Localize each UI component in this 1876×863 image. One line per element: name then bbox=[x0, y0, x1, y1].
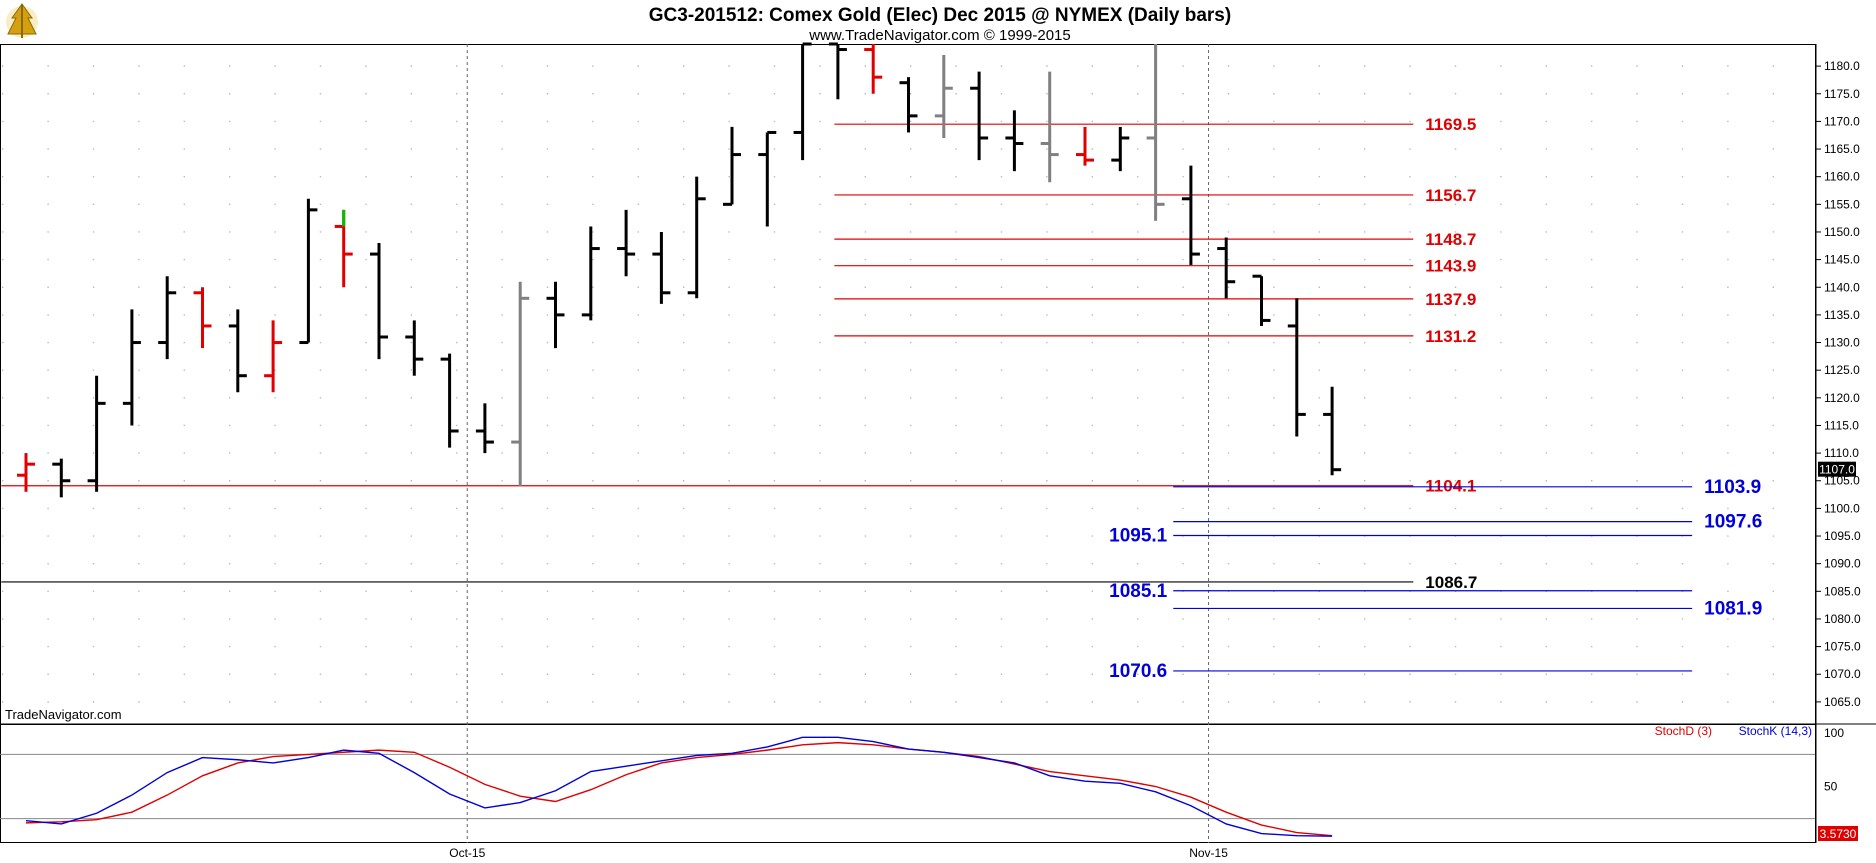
chart-subtitle: www.TradeNavigator.com © 1999-2015 bbox=[808, 27, 1070, 44]
ohlc-bar bbox=[1217, 237, 1236, 299]
y-tick-label: 1140.0 bbox=[1824, 280, 1860, 294]
y-tick-label: 1110.0 bbox=[1824, 446, 1859, 460]
ohlc-bar bbox=[617, 209, 636, 277]
y-tick-label: 1145.0 bbox=[1824, 253, 1860, 267]
ohlc-bar bbox=[1146, 44, 1165, 221]
level-label: 1156.7 bbox=[1425, 186, 1476, 205]
level-label: 1103.9 bbox=[1704, 477, 1761, 498]
ohlc-bar bbox=[17, 453, 35, 492]
ohlc-bar bbox=[581, 226, 600, 321]
ohlc-bar bbox=[158, 276, 177, 360]
y-tick-label: 1070.0 bbox=[1824, 667, 1861, 681]
ohlc-bar bbox=[440, 353, 459, 448]
ohlc-bar bbox=[970, 71, 989, 161]
ohlc-bar bbox=[828, 42, 847, 100]
x-tick-label: Nov-15 bbox=[1189, 846, 1228, 860]
ohlc-bar bbox=[723, 126, 741, 206]
y-tick-label: 1100.0 bbox=[1824, 501, 1860, 515]
watermark: TradeNavigator.com bbox=[5, 707, 122, 722]
ohlc-bar bbox=[934, 55, 953, 138]
ohlc-bar bbox=[511, 281, 530, 487]
x-tick-label: Oct-15 bbox=[449, 846, 485, 860]
y-tick-label: 1120.0 bbox=[1824, 391, 1860, 405]
y-tick-label: 1150.0 bbox=[1824, 225, 1860, 239]
ohlc-bar bbox=[758, 130, 777, 227]
y-tick-label: 1065.0 bbox=[1824, 695, 1861, 709]
ohlc-bar bbox=[122, 309, 141, 426]
ohlc-bar bbox=[1323, 386, 1342, 476]
y-tick-label: 1075.0 bbox=[1824, 640, 1861, 654]
ohlc-bar bbox=[546, 281, 565, 349]
ohlc-bar bbox=[899, 77, 918, 133]
ohlc-bar bbox=[405, 320, 424, 376]
stochd-line bbox=[25, 741, 1333, 837]
logo-icon bbox=[6, 3, 38, 38]
ohlc-bar bbox=[264, 320, 283, 393]
stochastic-panel-frame bbox=[0, 724, 1816, 843]
ohlc-bar bbox=[1111, 126, 1130, 172]
ohlc-bar bbox=[793, 42, 812, 161]
y-tick-label: 1095.0 bbox=[1824, 529, 1861, 543]
stochastic-last-value: 3.5730 bbox=[1820, 827, 1857, 841]
ohlc-bar bbox=[87, 375, 106, 492]
ohlc-bar bbox=[228, 309, 247, 393]
stochastic-last-value-badge: 3.5730 bbox=[1818, 826, 1858, 841]
stochk-line bbox=[25, 736, 1333, 837]
ohlc-bar bbox=[1287, 298, 1306, 437]
level-label: 1104.1 bbox=[1425, 477, 1476, 496]
y-tick-label: 1085.0 bbox=[1824, 584, 1861, 598]
y-tick-label: 1155.0 bbox=[1824, 197, 1860, 211]
price-axis: 1065.0 1070.0 1075.0 1080.0 1085.0 1090.0 1095… bbox=[1816, 59, 1861, 709]
ohlc-bar bbox=[475, 403, 494, 454]
level-label: 1070.6 bbox=[1109, 661, 1167, 682]
month-separators bbox=[466, 44, 1210, 843]
level-label: 1081.9 bbox=[1704, 598, 1762, 619]
ohlc-bar bbox=[687, 176, 706, 299]
ohlc-bar bbox=[1076, 126, 1094, 166]
ohlc-bar bbox=[864, 44, 883, 94]
ohlc-bar bbox=[52, 458, 71, 498]
level-label: 1137.9 bbox=[1425, 290, 1476, 309]
level-label: 1085.1 bbox=[1109, 581, 1168, 602]
y-tick-label: 1170.0 bbox=[1824, 114, 1860, 128]
level-label: 1086.7 bbox=[1425, 573, 1477, 592]
y-tick-label: 1160.0 bbox=[1824, 170, 1860, 184]
y-tick-label: 1165.0 bbox=[1824, 142, 1860, 156]
y-tick-label: 1180.0 bbox=[1824, 59, 1860, 73]
stochd-legend: StochD (3) bbox=[1655, 724, 1712, 738]
level-label: 1143.9 bbox=[1425, 257, 1476, 276]
y-tick-label: 1115.0 bbox=[1824, 418, 1859, 432]
level-label: 1148.7 bbox=[1425, 230, 1476, 249]
y-tick-label: 1080.0 bbox=[1824, 612, 1861, 626]
support-resistance-levels: 1169.5 1156.7 1148.7 1143.9 1137.9 1131.2 1104… bbox=[1, 115, 1762, 682]
y-tick-label: 1105.0 bbox=[1824, 474, 1860, 488]
y-tick-label: 1125.0 bbox=[1824, 363, 1860, 377]
level-label: 1169.5 bbox=[1425, 115, 1476, 134]
stochastic-indicator: 50 100 bbox=[0, 726, 1844, 837]
level-label: 1095.1 bbox=[1109, 525, 1168, 546]
level-label: 1131.2 bbox=[1425, 327, 1476, 346]
y-tick-label: 1175.0 bbox=[1824, 87, 1860, 101]
stochastic-tick-label: 100 bbox=[1824, 726, 1844, 740]
ohlc-bar bbox=[193, 287, 212, 349]
ohlc-bar bbox=[652, 231, 671, 304]
last-price-badge: 1107.0 bbox=[1818, 461, 1856, 477]
last-price-label: 1107.0 bbox=[1819, 463, 1855, 477]
stochk-legend: StochK (14,3) bbox=[1739, 724, 1812, 738]
ohlc-bar bbox=[1181, 165, 1200, 266]
ohlc-bar bbox=[1252, 274, 1271, 326]
y-tick-label: 1090.0 bbox=[1824, 557, 1861, 571]
date-axis: Oct-15 Nov-15 bbox=[449, 846, 1228, 860]
chart-title: GC3-201512: Comex Gold (Elec) Dec 2015 @… bbox=[649, 5, 1231, 26]
ohlc-bar bbox=[1005, 110, 1024, 172]
ohlc-bar bbox=[1040, 71, 1059, 183]
price-bars bbox=[17, 42, 1342, 498]
ohlc-bar bbox=[370, 243, 388, 360]
y-tick-label: 1130.0 bbox=[1824, 336, 1860, 350]
stochastic-tick-label: 50 bbox=[1824, 780, 1838, 794]
level-label: 1097.6 bbox=[1704, 512, 1762, 533]
ohlc-bar bbox=[299, 198, 318, 345]
y-tick-label: 1135.0 bbox=[1824, 308, 1860, 322]
